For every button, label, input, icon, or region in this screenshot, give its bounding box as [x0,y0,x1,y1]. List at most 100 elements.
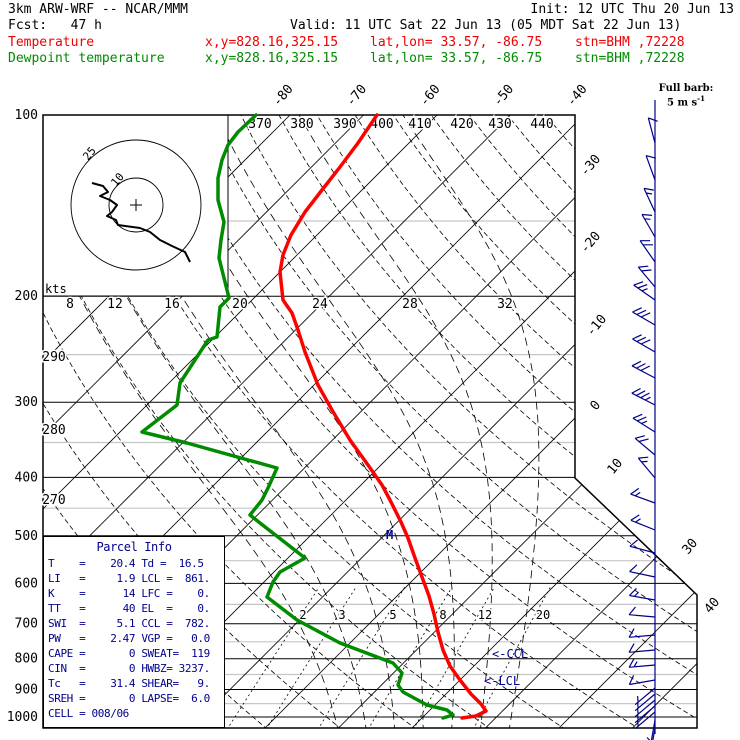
svg-text:280: 280 [42,423,65,438]
parcel-info-row: TT = 40 EL = 0. [48,602,210,615]
svg-text:2: 2 [299,608,306,622]
parcel-info-row: CAPE = 0 SWEAT= 119 [48,647,210,660]
svg-text:16: 16 [164,297,180,312]
forecast-hour: Fcst: 47 h [8,18,102,33]
svg-text:390: 390 [333,117,356,132]
wind-barb [630,487,656,504]
barb-legend-line2: 5 m s [667,97,698,109]
temperature-xy: x,y=828.16,325.15 [205,35,339,50]
wind-barb [629,539,656,554]
wind-barb [634,711,656,730]
svg-text:-30: -30 [578,152,605,180]
svg-text:8: 8 [439,608,446,622]
wind-barb [637,265,656,288]
svg-text:370: 370 [248,117,271,132]
wind-barb [639,240,656,263]
parcel-info-box: Parcel Info T = 20.4 Td = 16.5 LI = 1.9 L… [43,536,225,728]
wind-barb [632,307,656,326]
svg-text:12: 12 [478,608,492,622]
wind-barb [634,693,656,712]
svg-text:3: 3 [338,608,345,622]
wind-barb [647,117,658,144]
wind-barb [634,435,656,456]
wind-barb [632,334,656,353]
parcel-info-row: K = 14 LFC = 0. [48,587,210,600]
wind-barb [641,213,656,238]
svg-text:430: 430 [488,117,511,132]
svg-text:28: 28 [402,297,418,312]
parcel-info-row: CIN = 0 HWBZ= 3237. [48,662,210,675]
wind-barbs [628,100,658,740]
wind-barb [628,643,656,653]
svg-text:-80: -80 [270,82,297,110]
wind-barb [628,675,656,686]
wind-barb [628,606,656,618]
level-annotation: M [386,528,393,542]
parcel-info-row: PW = 2.47 VGP = 0.0 [48,632,210,645]
hodograph-units-label: kts [45,282,67,296]
svg-text:600: 600 [15,576,38,591]
svg-text:40: 40 [702,595,724,617]
parcel-info-rows: T = 20.4 Td = 16.5 LI = 1.9 LCL = 861. K =… [44,554,224,721]
svg-text:10: 10 [605,456,627,478]
svg-text:5: 5 [389,608,396,622]
svg-text:400: 400 [15,470,38,485]
svg-text:-20: -20 [578,229,605,257]
svg-text:100: 100 [15,108,38,123]
svg-text:1000: 1000 [7,710,38,725]
wind-barb [628,587,656,601]
parcel-info-title: Parcel Info [96,540,172,554]
svg-text:8: 8 [66,297,74,312]
svg-text:900: 900 [15,682,38,697]
svg-text:700: 700 [15,617,38,632]
svg-text:12: 12 [107,297,123,312]
wind-barb [634,699,656,718]
barb-legend-sup: -1 [697,94,705,103]
wind-barb [652,727,656,740]
level-annotation: <-CCL [492,647,528,661]
wind-barb [628,658,656,668]
svg-text:380: 380 [290,117,313,132]
svg-text:-40: -40 [564,82,591,110]
wind-barb [643,187,656,213]
svg-text:270: 270 [42,493,65,508]
wind-barb [633,281,656,301]
parcel-info-row: LI = 1.9 LCL = 861. [48,572,210,585]
svg-text:420: 420 [450,117,473,132]
svg-text:20: 20 [536,608,550,622]
wind-barb [629,564,656,578]
dewpoint-latlon: lat,lon= 33.57, -86.75 [370,51,543,66]
svg-text:300: 300 [15,395,38,410]
svg-text:24: 24 [312,297,328,312]
svg-text:410: 410 [408,117,431,132]
svg-text:500: 500 [15,529,38,544]
svg-text:-10: -10 [584,312,611,340]
svg-text:30: 30 [680,536,702,558]
barb-legend-line1: Full barb: [658,83,714,94]
wind-barb [634,705,656,724]
temperature-latlon: lat,lon= 33.57, -86.75 [370,35,543,50]
hodograph-trace [91,182,191,263]
init-time: Init: 12 UTC Thu 20 Jun 13 [530,2,735,17]
svg-text:0: 0 [588,398,605,414]
wind-barb [637,456,656,479]
svg-text:-60: -60 [417,82,444,110]
wind-barb [645,155,656,181]
wind-barb [631,360,656,379]
svg-text:200: 200 [15,289,38,304]
svg-text:-70: -70 [344,82,371,110]
svg-text:440: 440 [530,117,553,132]
wind-barb [630,514,656,531]
dewpoint-curve [140,113,455,720]
plot-border [42,114,698,729]
parcel-info-row: Tc = 31.4 SHEAR= 9. [48,677,210,690]
svg-text:-50: -50 [491,82,518,110]
hodograph-origin-cross [130,199,142,211]
parcel-info-row: SWI = 5.1 CCL = 782. [48,617,210,630]
dewpoint-xy: x,y=828.16,325.15 [205,51,339,66]
dewpoint-legend-label: Dewpoint temperature [8,51,165,66]
svg-text:32: 32 [497,297,513,312]
